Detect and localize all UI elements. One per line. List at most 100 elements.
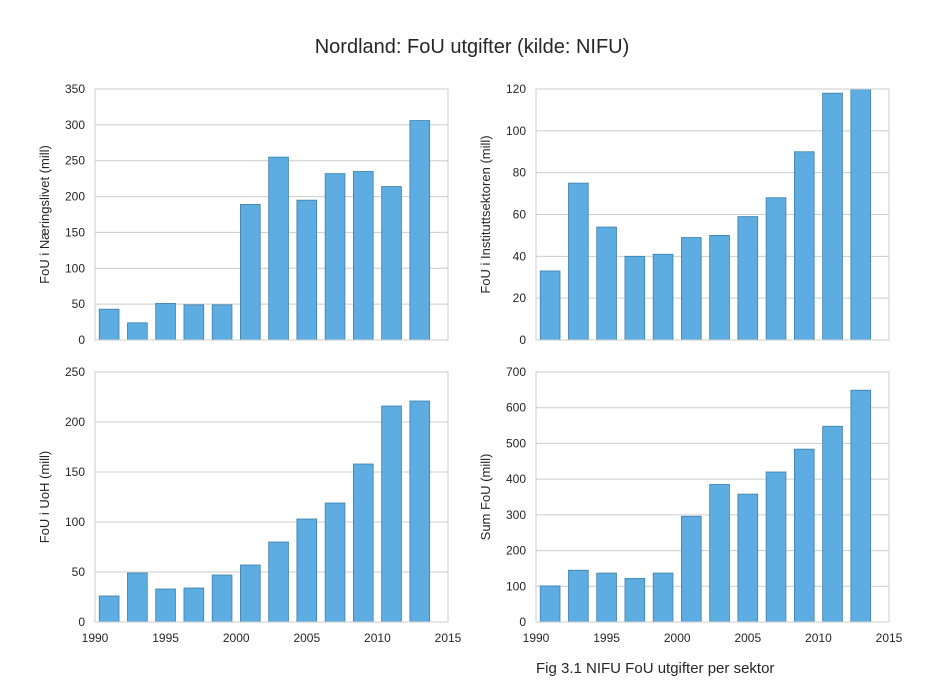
bar	[381, 186, 402, 341]
bar	[183, 587, 205, 623]
y-tick-label: 400	[506, 472, 526, 486]
subplot-2: 0 20 40 60 80 100 120 FoU i Instituttsektoren (…	[478, 82, 890, 347]
subplot-1: 0 50 100 150 200 250 300 350 FoU i Næringslivet …	[37, 82, 449, 347]
bar	[268, 541, 289, 623]
y-tick-label: 500	[506, 436, 526, 450]
axes-frame	[94, 88, 449, 341]
bar	[240, 564, 261, 623]
x-tick-label: 2005	[293, 631, 320, 645]
y-tick-label: 20	[513, 291, 527, 305]
bar	[268, 156, 289, 341]
y-tick-label: 50	[72, 565, 86, 579]
bar	[381, 405, 402, 623]
bar	[409, 120, 431, 341]
y-tick-label: 40	[513, 249, 527, 263]
bar	[324, 502, 346, 623]
bar	[681, 237, 702, 341]
figure-caption: Fig 3.1 NIFU FoU utgifter per sektor	[536, 660, 775, 677]
bar	[127, 322, 148, 341]
bar	[737, 493, 759, 623]
y-axis-label: FoU i Instituttsektoren (mill)	[478, 135, 493, 293]
y-tick-label: 100	[65, 515, 85, 529]
bar	[652, 572, 674, 623]
bar	[596, 572, 617, 623]
bar	[539, 585, 561, 623]
y-axis-label: FoU i UoH (mill)	[37, 451, 52, 543]
y-tick-label: 150	[65, 225, 85, 239]
bar	[568, 182, 589, 341]
x-tick-label: 1995	[593, 631, 620, 645]
bar	[352, 171, 374, 341]
bar	[737, 216, 759, 341]
bar	[652, 253, 674, 341]
bar	[624, 255, 646, 341]
bar	[127, 572, 148, 623]
bar	[98, 308, 120, 341]
x-tick-label: 2015	[876, 631, 903, 645]
x-tick-label: 2015	[435, 631, 462, 645]
bar	[155, 588, 176, 623]
y-tick-label: 0	[519, 615, 526, 629]
y-tick-label: 0	[519, 333, 526, 347]
y-tick-label: 200	[506, 544, 526, 558]
bar	[296, 199, 318, 341]
y-tick-label: 120	[506, 82, 526, 96]
x-tick-label: 1990	[82, 631, 109, 645]
x-tick-label: 1990	[523, 631, 550, 645]
bar	[211, 304, 233, 341]
bar	[850, 389, 872, 623]
x-tick-label: 2010	[805, 631, 832, 645]
bar	[624, 578, 646, 623]
bar	[98, 595, 120, 623]
y-tick-label: 300	[506, 508, 526, 522]
y-tick-label: 200	[65, 190, 85, 204]
bar	[409, 400, 431, 623]
bar	[793, 151, 815, 341]
bar	[709, 235, 730, 341]
x-tick-label: 2000	[664, 631, 691, 645]
y-tick-label: 200	[65, 415, 85, 429]
x-tick-label: 2010	[364, 631, 391, 645]
axes-frame	[94, 371, 449, 623]
figure-title: Nordland: FoU utgifter (kilde: NIFU)	[314, 36, 630, 58]
y-tick-label: 600	[506, 401, 526, 415]
bar	[596, 226, 617, 341]
y-tick-label: 60	[513, 208, 527, 222]
y-axis-label: FoU i Næringslivet (mill)	[37, 145, 52, 284]
x-tick-label: 2005	[734, 631, 761, 645]
y-tick-label: 250	[65, 365, 85, 379]
bar	[211, 574, 233, 623]
bar	[539, 270, 561, 341]
subplot-3: 0 50 100 150 200 250 1990 1995 2000 2005 2010 2015 F…	[37, 365, 462, 645]
y-axis-label: Sum FoU (mill)	[478, 454, 493, 541]
bar	[296, 518, 318, 623]
y-tick-label: 300	[65, 118, 85, 132]
y-tick-label: 700	[506, 365, 526, 379]
bar	[765, 471, 787, 623]
y-tick-label: 0	[78, 333, 85, 347]
y-tick-label: 100	[506, 124, 526, 138]
y-tick-label: 0	[78, 615, 85, 629]
y-tick-label: 150	[65, 465, 85, 479]
bar	[183, 304, 205, 341]
x-tick-label: 1995	[152, 631, 179, 645]
subplot-4: 0 100 200 300 400 500 600 700 1990 1995 2000 2005 20…	[478, 365, 903, 645]
y-tick-label: 350	[65, 82, 85, 96]
bar	[240, 204, 261, 341]
axes-frame	[535, 371, 890, 623]
y-tick-label: 80	[513, 166, 527, 180]
axes-frame	[535, 88, 890, 341]
bar	[850, 88, 872, 341]
bar	[765, 197, 787, 341]
y-tick-label: 100	[65, 261, 85, 275]
y-tick-label: 250	[65, 154, 85, 168]
y-tick-label: 50	[72, 297, 86, 311]
y-tick-label: 100	[506, 579, 526, 593]
bar	[568, 569, 589, 623]
bar	[793, 448, 815, 623]
bar	[709, 484, 730, 623]
bar	[352, 463, 374, 623]
bar	[155, 303, 176, 341]
x-tick-label: 2000	[223, 631, 250, 645]
